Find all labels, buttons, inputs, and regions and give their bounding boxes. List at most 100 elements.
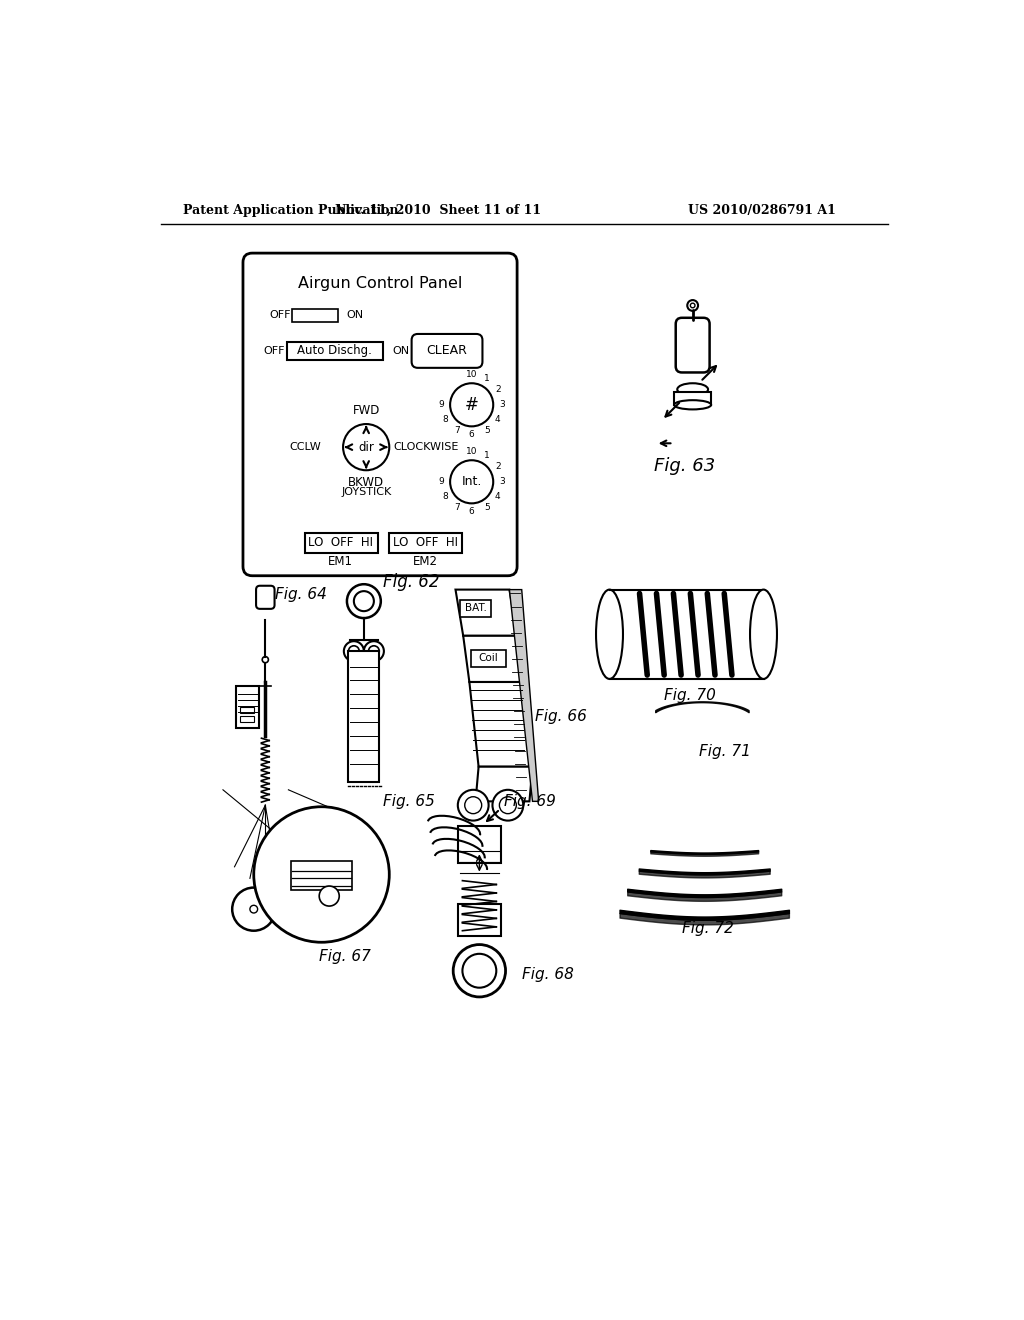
FancyBboxPatch shape [240, 706, 254, 713]
Polygon shape [463, 636, 523, 682]
Text: Fig. 63: Fig. 63 [654, 458, 716, 475]
Text: 5: 5 [483, 426, 489, 436]
Text: LO  OFF  HI: LO OFF HI [308, 536, 374, 549]
Text: OFF: OFF [264, 346, 286, 356]
Circle shape [348, 645, 359, 656]
Text: 8: 8 [442, 416, 449, 424]
Polygon shape [469, 682, 532, 767]
Text: Fig. 64: Fig. 64 [274, 587, 327, 602]
Text: 10: 10 [466, 371, 477, 379]
Text: Fig. 71: Fig. 71 [699, 743, 751, 759]
FancyBboxPatch shape [458, 826, 501, 863]
Text: 4: 4 [495, 492, 501, 502]
Circle shape [687, 300, 698, 312]
FancyBboxPatch shape [243, 253, 517, 576]
FancyBboxPatch shape [304, 533, 378, 553]
Circle shape [465, 797, 481, 813]
Text: Fig. 69: Fig. 69 [504, 793, 556, 809]
Text: JOYSTICK: JOYSTICK [341, 487, 391, 496]
FancyBboxPatch shape [348, 651, 379, 781]
FancyBboxPatch shape [458, 904, 501, 936]
Text: Fig. 70: Fig. 70 [665, 688, 716, 704]
Circle shape [354, 591, 374, 611]
Circle shape [500, 797, 516, 813]
Text: Fig. 62: Fig. 62 [383, 573, 439, 591]
Text: FWD: FWD [352, 404, 380, 417]
Text: Auto Dischg.: Auto Dischg. [297, 345, 372, 358]
Text: CCLW: CCLW [290, 442, 322, 453]
Ellipse shape [677, 383, 708, 396]
Text: Fig. 67: Fig. 67 [318, 949, 371, 964]
Text: Patent Application Publication: Patent Application Publication [183, 205, 398, 218]
FancyBboxPatch shape [389, 533, 463, 553]
Text: 2: 2 [495, 462, 501, 471]
Circle shape [451, 383, 494, 426]
Text: BKWD: BKWD [348, 477, 384, 490]
Text: Coil: Coil [478, 653, 498, 663]
Circle shape [319, 886, 339, 906]
Circle shape [451, 461, 494, 503]
Text: 9: 9 [438, 400, 444, 409]
Circle shape [493, 789, 523, 821]
Ellipse shape [674, 400, 711, 409]
Text: 4: 4 [495, 416, 501, 424]
FancyBboxPatch shape [676, 318, 710, 372]
Text: 6: 6 [469, 507, 474, 516]
Text: dir: dir [358, 441, 374, 454]
Text: 1: 1 [483, 451, 489, 461]
Circle shape [458, 789, 488, 821]
Text: 10: 10 [466, 447, 477, 457]
Text: 3: 3 [499, 400, 505, 409]
Circle shape [690, 304, 695, 308]
Text: Fig. 65: Fig. 65 [383, 793, 435, 809]
FancyBboxPatch shape [256, 586, 274, 609]
Polygon shape [509, 590, 539, 801]
Text: Nov. 11, 2010  Sheet 11 of 11: Nov. 11, 2010 Sheet 11 of 11 [336, 205, 542, 218]
Text: 7: 7 [454, 503, 460, 512]
Circle shape [343, 424, 389, 470]
Text: 5: 5 [483, 503, 489, 512]
Text: 2: 2 [495, 385, 501, 395]
Text: #: # [465, 396, 478, 413]
Text: 8: 8 [442, 492, 449, 502]
Circle shape [369, 645, 379, 656]
FancyBboxPatch shape [237, 686, 259, 729]
Ellipse shape [596, 590, 623, 678]
Text: US 2010/0286791 A1: US 2010/0286791 A1 [688, 205, 836, 218]
Text: Airgun Control Panel: Airgun Control Panel [298, 276, 462, 292]
Text: Fig. 72: Fig. 72 [682, 921, 734, 936]
FancyBboxPatch shape [471, 649, 506, 667]
Text: Int.: Int. [462, 475, 482, 488]
Text: OFF: OFF [269, 310, 291, 319]
FancyBboxPatch shape [287, 342, 383, 360]
Text: LO  OFF  HI: LO OFF HI [393, 536, 458, 549]
Text: EM1: EM1 [329, 556, 353, 569]
Text: 1: 1 [483, 375, 489, 383]
Circle shape [262, 656, 268, 663]
Circle shape [347, 585, 381, 618]
Polygon shape [475, 767, 532, 801]
FancyBboxPatch shape [292, 309, 339, 322]
Text: BAT.: BAT. [465, 603, 486, 612]
Circle shape [250, 906, 258, 913]
Circle shape [364, 642, 384, 661]
Circle shape [232, 887, 275, 931]
FancyBboxPatch shape [674, 392, 711, 405]
Text: Fig. 66: Fig. 66 [535, 709, 587, 725]
Ellipse shape [750, 590, 777, 678]
Text: 9: 9 [438, 478, 444, 486]
Text: ON: ON [346, 310, 364, 319]
Circle shape [463, 954, 497, 987]
Text: Fig. 68: Fig. 68 [521, 968, 573, 982]
FancyBboxPatch shape [412, 334, 482, 368]
FancyBboxPatch shape [291, 861, 352, 890]
Text: 3: 3 [499, 478, 505, 486]
Text: CLOCKWISE: CLOCKWISE [393, 442, 459, 453]
Text: 7: 7 [454, 426, 460, 436]
Polygon shape [456, 590, 517, 636]
Text: ON: ON [392, 346, 410, 356]
Text: CLEAR: CLEAR [427, 345, 468, 358]
FancyBboxPatch shape [460, 599, 490, 616]
Circle shape [254, 807, 389, 942]
Text: 6: 6 [469, 430, 474, 440]
